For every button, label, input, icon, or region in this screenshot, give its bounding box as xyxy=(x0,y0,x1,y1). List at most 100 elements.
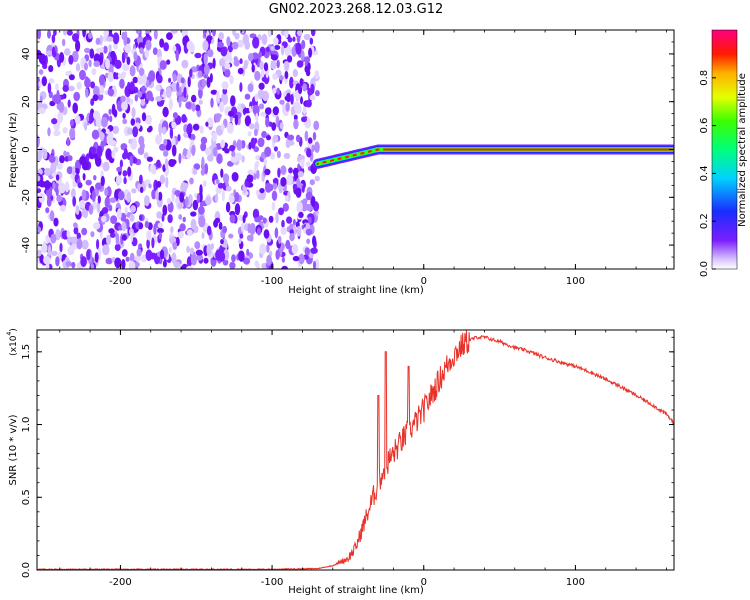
noise-speck xyxy=(159,143,167,151)
noise-speck xyxy=(225,180,229,187)
noise-speck xyxy=(57,163,63,170)
noise-speck xyxy=(72,196,77,207)
noise-speck xyxy=(44,167,52,176)
noise-speck xyxy=(274,45,281,50)
noise-speck xyxy=(268,215,274,223)
noise-speck xyxy=(256,169,260,180)
noise-speck xyxy=(95,155,102,167)
noise-speck xyxy=(263,158,267,167)
noise-speck xyxy=(153,223,157,235)
noise-speck xyxy=(268,121,273,127)
noise-speck xyxy=(229,214,236,224)
noise-speck xyxy=(37,30,41,40)
top-x-axis-label: Height of straight line (km) xyxy=(288,285,424,296)
noise-speck xyxy=(46,188,53,198)
noise-speck xyxy=(266,254,272,266)
noise-speck xyxy=(239,233,244,239)
noise-speck xyxy=(240,103,245,109)
noise-speck xyxy=(228,110,234,117)
noise-speck xyxy=(170,226,174,234)
noise-speck xyxy=(121,249,128,257)
noise-speck xyxy=(284,61,290,71)
noise-speck xyxy=(200,142,207,152)
noise-speck xyxy=(261,130,267,139)
noise-speck xyxy=(217,182,224,189)
noise-speck xyxy=(252,208,260,220)
noise-speck xyxy=(106,234,111,246)
noise-speck xyxy=(286,174,294,186)
noise-speck xyxy=(283,152,291,160)
signal-dot xyxy=(348,154,353,158)
noise-speck xyxy=(247,83,254,93)
noise-speck xyxy=(234,114,239,126)
noise-speck xyxy=(85,88,89,98)
noise-speck xyxy=(38,107,46,114)
noise-speck xyxy=(132,126,139,138)
noise-speck xyxy=(117,72,122,79)
noise-speck xyxy=(158,122,163,135)
noise-speck xyxy=(237,67,244,75)
noise-speck xyxy=(55,187,59,197)
noise-speck xyxy=(166,59,171,65)
noise-speck xyxy=(286,92,291,103)
noise-speck xyxy=(230,95,236,107)
noise-speck xyxy=(140,186,144,194)
noise-speck xyxy=(62,30,68,36)
noise-speck xyxy=(179,192,185,203)
noise-speck xyxy=(291,243,299,255)
noise-speck xyxy=(120,212,127,222)
noise-speck xyxy=(163,138,168,146)
noise-speck xyxy=(100,46,104,53)
noise-speck xyxy=(146,156,153,162)
noise-speck xyxy=(272,87,277,94)
noise-speck xyxy=(194,241,201,250)
colorbar-tick-label: 0.2 xyxy=(699,213,710,229)
noise-speck xyxy=(305,191,313,201)
noise-speck xyxy=(95,37,101,46)
noise-speck xyxy=(312,260,317,269)
noise-speck xyxy=(202,40,209,52)
noise-speck xyxy=(219,58,226,67)
noise-speck xyxy=(155,96,162,102)
noise-speck xyxy=(171,144,177,157)
noise-speck xyxy=(193,168,198,175)
noise-speck xyxy=(261,90,270,102)
noise-speck xyxy=(182,216,186,223)
signal-dot xyxy=(371,148,376,153)
signal-band xyxy=(316,148,674,165)
noise-region xyxy=(37,30,320,269)
noise-speck xyxy=(186,40,194,51)
noise-speck xyxy=(113,42,118,50)
noise-speck xyxy=(138,222,144,230)
noise-speck xyxy=(187,76,191,88)
noise-speck xyxy=(220,123,225,131)
noise-speck xyxy=(219,101,225,113)
noise-speck xyxy=(236,139,243,151)
noise-speck xyxy=(40,243,48,253)
noise-speck xyxy=(214,113,222,119)
noise-speck xyxy=(212,132,217,142)
noise-speck xyxy=(82,173,86,181)
noise-speck xyxy=(253,146,259,153)
noise-speck xyxy=(220,168,224,178)
noise-speck xyxy=(244,93,251,100)
noise-speck xyxy=(197,70,203,78)
noise-speck xyxy=(246,248,250,257)
noise-speck xyxy=(252,36,260,49)
noise-speck xyxy=(93,222,101,230)
noise-speck xyxy=(242,257,251,265)
noise-speck xyxy=(122,170,128,177)
chart-title: GN02.2023.268.12.03.G12 xyxy=(268,2,444,17)
noise-speck xyxy=(91,129,100,140)
noise-speck xyxy=(122,118,128,125)
y-scale-multiplier: (x104) xyxy=(6,328,19,356)
noise-speck xyxy=(267,30,272,38)
noise-speck xyxy=(257,215,264,221)
noise-speck xyxy=(121,221,127,232)
noise-speck xyxy=(272,73,278,80)
noise-speck xyxy=(171,136,176,148)
noise-speck xyxy=(266,46,270,53)
noise-speck xyxy=(103,30,109,38)
noise-speck xyxy=(67,246,75,256)
noise-speck xyxy=(275,249,281,260)
